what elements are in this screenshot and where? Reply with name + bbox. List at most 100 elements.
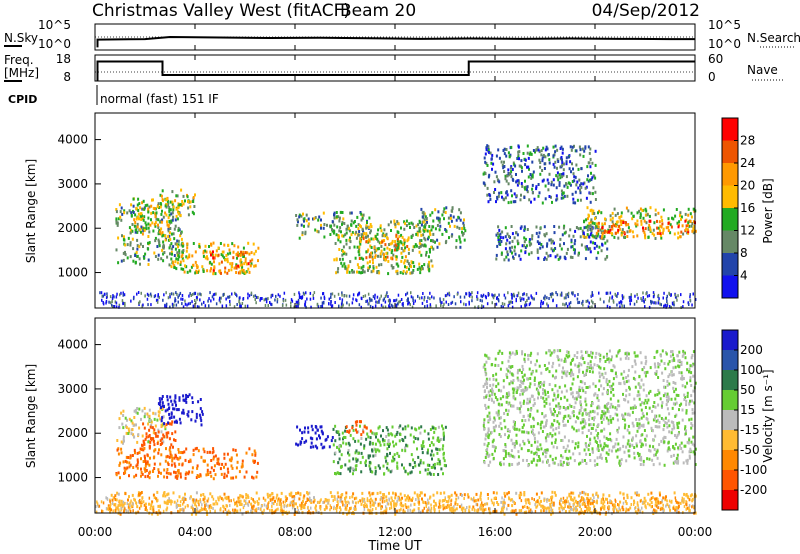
vel-cell [171, 432, 174, 436]
vel-cell [305, 439, 308, 443]
vel-cell [684, 396, 687, 399]
power-ground-cell [423, 295, 426, 299]
power-colorbar-segment [722, 208, 738, 231]
power-ground-cell [330, 305, 333, 309]
vel-cell [171, 420, 174, 424]
vel-cell [160, 430, 163, 434]
power-cell [579, 198, 582, 202]
vel-cell [436, 437, 439, 441]
power-cell [171, 202, 174, 206]
power-ground-cell [219, 296, 221, 300]
power-cell [384, 243, 387, 247]
power-cell [307, 217, 310, 221]
power-cell [528, 238, 531, 242]
power-ground-cell [513, 294, 516, 298]
vel-cell [485, 377, 488, 381]
power-cell [568, 167, 571, 171]
vel-cell [596, 396, 599, 400]
power-cell [186, 246, 189, 250]
vel-cell [588, 414, 591, 418]
power-cell [390, 220, 392, 224]
power-cell [412, 269, 415, 272]
vel-cell [554, 397, 557, 401]
vel-cell [684, 385, 687, 389]
power-cell [235, 252, 238, 256]
power-cell [676, 221, 679, 225]
power-cell [667, 225, 670, 229]
vel-cell [373, 432, 376, 436]
vel-cell [503, 412, 506, 415]
power-cell [581, 147, 584, 151]
power-ground-cell [244, 304, 247, 308]
vel-cell [654, 365, 657, 369]
power-cell [444, 241, 447, 245]
vel-cell [672, 424, 675, 428]
power-cell [594, 149, 597, 153]
power-cell [193, 205, 196, 208]
vel-cell [419, 431, 422, 435]
vel-cell [510, 449, 513, 453]
power-cell [458, 226, 461, 230]
vel-cell [565, 374, 568, 378]
vel-cell [674, 387, 677, 391]
power-ground-cell [180, 297, 182, 301]
vel-cell [157, 474, 159, 478]
power-cell [362, 213, 365, 217]
power-cell [147, 241, 149, 245]
vel-cell [212, 468, 215, 472]
power-cell [570, 148, 573, 152]
vel-cell [622, 444, 625, 448]
vel-cell [686, 381, 688, 385]
vel-cell [521, 430, 524, 434]
power-cell [122, 258, 125, 262]
power-ground-cell [173, 303, 175, 307]
vel-cell [605, 380, 608, 384]
vel-cell [653, 362, 656, 366]
vel-cell [689, 376, 692, 380]
vel-cell [154, 432, 157, 435]
vel-cell [643, 366, 646, 369]
vel-cell [528, 367, 531, 371]
power-cell [391, 239, 394, 243]
vel-cell [492, 374, 495, 378]
power-ground-cell [487, 293, 490, 297]
power-ground-cell [494, 293, 496, 297]
power-ground-cell [208, 297, 210, 301]
vel-cell [320, 442, 323, 446]
power-cell [459, 240, 462, 244]
vel-cell [194, 447, 197, 451]
vel-cell [191, 401, 194, 404]
vel-cell [542, 391, 544, 395]
power-cell [143, 215, 146, 219]
vel-cell [600, 429, 603, 433]
power-cell [158, 240, 161, 244]
vel-cell [622, 415, 625, 419]
vel-cell [672, 402, 675, 406]
vel-cell [676, 426, 679, 429]
power-ytick-1000: 1000 [57, 266, 88, 280]
power-ground-cell [165, 305, 168, 309]
power-cell [575, 149, 578, 153]
power-cell [215, 249, 218, 253]
power-cell [544, 148, 547, 152]
power-cell [400, 233, 403, 237]
vel-cell [148, 414, 151, 418]
vel-cell [612, 364, 615, 368]
power-ground-cell [385, 293, 388, 297]
power-cell [515, 180, 518, 184]
power-cell [497, 239, 500, 243]
power-cell [441, 232, 444, 236]
vel-cell [577, 391, 580, 395]
vel-cell [635, 434, 638, 438]
power-cell [170, 219, 173, 223]
vel-cell [584, 459, 586, 462]
vel-cell [181, 463, 184, 467]
power-cell [141, 201, 144, 205]
vel-cell [515, 441, 518, 445]
power-cell [564, 230, 567, 234]
power-cell [541, 169, 544, 172]
power-ground-cell [174, 299, 176, 303]
power-ground-cell [181, 294, 184, 297]
power-cell [563, 224, 566, 228]
vel-cell [672, 445, 675, 448]
